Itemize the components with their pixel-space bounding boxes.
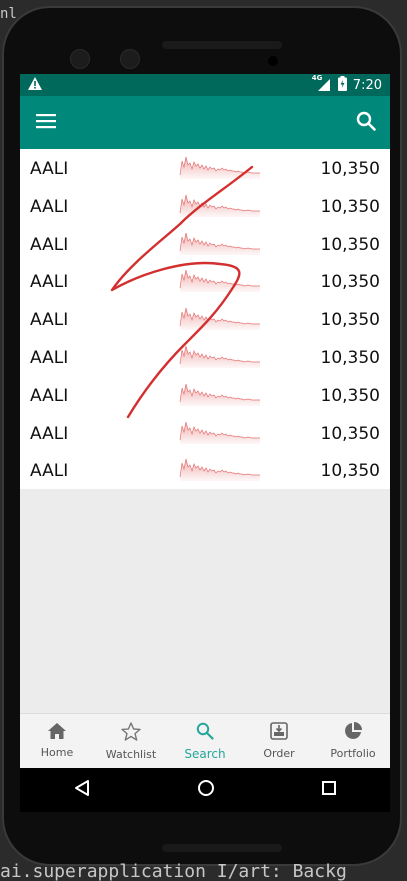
stock-symbol: AALI	[30, 310, 69, 331]
stock-symbol: AALI	[30, 196, 69, 217]
nav-item-label: Portfolio	[330, 747, 376, 760]
list-item[interactable]: AALI 10,350	[20, 187, 390, 225]
nav-item-label: Home	[40, 746, 74, 759]
sparkline-chart	[179, 270, 260, 293]
stock-symbol: AALI	[30, 234, 69, 255]
stock-price: 10,350	[320, 347, 380, 368]
battery-icon	[337, 75, 347, 95]
system-navigation-bar	[20, 768, 390, 812]
list-item[interactable]: AALI 10,350	[20, 451, 390, 489]
nav-item-order[interactable]: Order	[242, 714, 316, 768]
signal-icon: 4G	[312, 74, 332, 92]
list-item[interactable]: AALI 10,350	[20, 225, 390, 263]
stock-price: 10,350	[320, 385, 380, 406]
sparkline-chart	[179, 421, 260, 444]
sparkline-chart	[179, 194, 260, 217]
stock-symbol: AALI	[30, 347, 69, 368]
recents-square-icon[interactable]	[321, 780, 337, 800]
nav-item-label: Search	[184, 746, 226, 761]
warning-icon	[28, 76, 42, 94]
list-item[interactable]: AALI 10,350	[20, 300, 390, 338]
stock-symbol: AALI	[30, 461, 69, 482]
nav-item-label: Order	[263, 747, 295, 760]
ide-text-fragment: nl	[0, 6, 17, 22]
list-item[interactable]: AALI 10,350	[20, 376, 390, 414]
stock-price: 10,350	[320, 310, 380, 331]
front-camera	[120, 49, 140, 69]
list-item[interactable]: AALI 10,350	[20, 414, 390, 452]
stock-symbol: AALI	[30, 385, 69, 406]
pie-chart-icon	[344, 722, 362, 747]
sparkline-chart	[179, 459, 260, 482]
nav-item-portfolio[interactable]: Portfolio	[316, 714, 390, 768]
list-item[interactable]: AALI 10,350	[20, 262, 390, 300]
proximity-sensor	[268, 56, 278, 66]
stock-price: 10,350	[320, 272, 380, 293]
front-sensor	[70, 49, 90, 69]
stock-symbol: AALI	[30, 272, 69, 293]
search-icon[interactable]	[356, 111, 376, 135]
stock-symbol: AALI	[30, 159, 69, 179]
nav-item-label: Watchlist	[105, 747, 157, 761]
sparkline-chart	[179, 308, 260, 331]
stock-price: 10,350	[320, 234, 380, 255]
sparkline-chart	[179, 345, 260, 368]
list-item[interactable]: AALI 10,350	[20, 149, 390, 187]
nav-item-home[interactable]: Home	[20, 714, 94, 768]
stock-price: 10,350	[320, 196, 380, 217]
order-icon	[270, 722, 288, 747]
bottom-navigation: Home Watchlist Search Order Portfolio	[20, 713, 390, 768]
home-circle-icon[interactable]	[197, 779, 215, 801]
stock-price: 10,350	[320, 461, 380, 482]
nav-item-watchlist[interactable]: Watchlist	[94, 714, 168, 768]
network-type: 4G	[311, 74, 323, 82]
back-icon[interactable]	[73, 779, 91, 801]
ide-log-fragment: ai.superapplication I/art: Backg	[0, 861, 347, 881]
status-bar: 4G 7:20	[20, 74, 390, 96]
nav-item-search[interactable]: Search	[168, 714, 242, 768]
bottom-speaker	[162, 844, 282, 852]
sparkline-chart	[179, 156, 260, 179]
stock-price: 10,350	[320, 423, 380, 444]
earpiece-speaker	[162, 41, 282, 49]
app-bar	[20, 96, 390, 149]
app-screen: 4G 7:20 AALI 10,350 AALI 10,350 AALI 10,350 AA…	[20, 74, 390, 812]
home-icon	[48, 723, 66, 746]
search-icon	[196, 722, 214, 747]
sparkline-chart	[179, 232, 260, 255]
sparkline-chart	[179, 383, 260, 406]
star-icon	[121, 721, 141, 748]
hamburger-menu-icon[interactable]	[36, 113, 56, 133]
list-item[interactable]: AALI 10,350	[20, 338, 390, 376]
stock-list: AALI 10,350 AALI 10,350 AALI 10,350 AALI 10,350…	[20, 149, 390, 490]
stock-symbol: AALI	[30, 423, 69, 444]
stock-price: 10,350	[320, 159, 380, 179]
clock: 7:20	[352, 77, 382, 93]
status-indicators: 4G 7:20	[312, 74, 382, 95]
